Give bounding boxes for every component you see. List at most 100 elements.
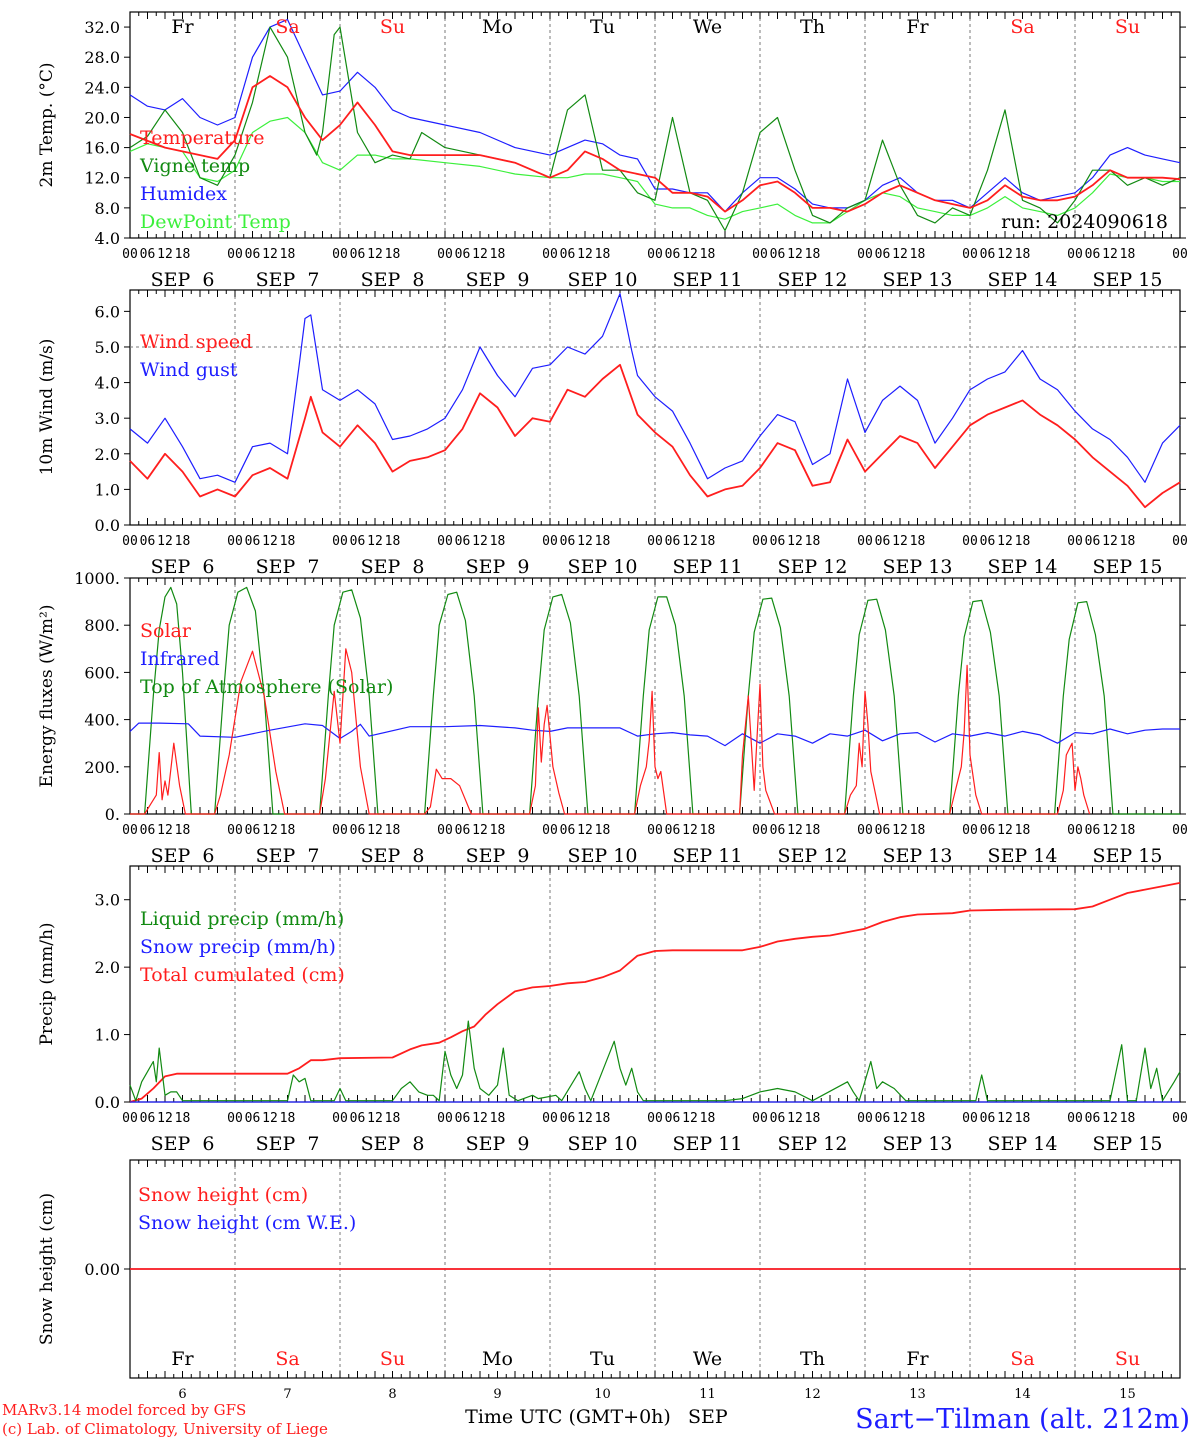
date-label: SEP 15 bbox=[1093, 269, 1163, 291]
hour-tick-label: 00 bbox=[542, 247, 558, 262]
hour-tick-label: 06 bbox=[560, 1111, 576, 1126]
hour-tick-label: 06 bbox=[140, 247, 156, 262]
date-label: SEP 13 bbox=[883, 1133, 953, 1155]
hour-tick-label: 06 bbox=[350, 247, 366, 262]
hour-tick-label: 18 bbox=[910, 534, 926, 549]
hour-tick-label: 18 bbox=[280, 1111, 296, 1126]
date-label: SEP 8 bbox=[361, 269, 425, 291]
hour-tick-label: 18 bbox=[910, 823, 926, 838]
date-label: SEP 14 bbox=[988, 845, 1058, 867]
hour-tick-label: 00 bbox=[752, 1111, 768, 1126]
hour-tick-label: 06 bbox=[245, 1111, 261, 1126]
hour-tick-label: 06 bbox=[875, 823, 891, 838]
hour-tick-label: 06 bbox=[140, 1111, 156, 1126]
legend-entry: Snow height (cm) bbox=[138, 1184, 308, 1206]
legend-entry: Snow height (cm W.E.) bbox=[138, 1212, 356, 1234]
hour-tick-label: 00 bbox=[647, 823, 663, 838]
hour-tick-label: 06 bbox=[350, 534, 366, 549]
hour-tick-label: 12 bbox=[682, 1111, 698, 1126]
y-axis-label: 2m Temp. (°C) bbox=[37, 62, 57, 187]
day-abbr: Su bbox=[1115, 16, 1140, 38]
hour-tick-label: 18 bbox=[700, 1111, 716, 1126]
y-axis-label: 10m Wind (m/s) bbox=[37, 339, 57, 476]
hour-tick-label: 00 bbox=[1067, 534, 1083, 549]
hour-tick-label: 00 bbox=[332, 823, 348, 838]
date-label: SEP 10 bbox=[568, 556, 638, 578]
date-label: SEP 12 bbox=[778, 1133, 848, 1155]
hour-tick-label: 06 bbox=[560, 534, 576, 549]
hour-tick-label: 18 bbox=[1015, 823, 1031, 838]
hour-tick-label: 06 bbox=[140, 534, 156, 549]
hour-tick-label: 00 bbox=[227, 823, 243, 838]
hour-tick-label: 06 bbox=[665, 823, 681, 838]
hour-tick-label: 06 bbox=[245, 534, 261, 549]
series-line-1 bbox=[129, 75, 1181, 213]
y-tick-label: 0.00 bbox=[84, 1260, 120, 1279]
date-label: SEP 12 bbox=[778, 269, 848, 291]
hour-tick-label: 00 bbox=[542, 823, 558, 838]
y-tick-label: 12.0 bbox=[84, 169, 120, 188]
hour-tick-label: 00 bbox=[1067, 1111, 1083, 1126]
series-line-3 bbox=[129, 882, 1181, 1103]
date-label: SEP 15 bbox=[1093, 845, 1163, 867]
hour-tick-label: 18 bbox=[385, 247, 401, 262]
day-number: 7 bbox=[283, 1387, 291, 1402]
hour-tick-label: 00 bbox=[857, 534, 873, 549]
hour-tick-label: 00 bbox=[437, 823, 453, 838]
y-tick-label: 4.0 bbox=[95, 229, 120, 248]
hour-tick-label: 00 bbox=[227, 534, 243, 549]
hour-tick-label: 00 bbox=[962, 534, 978, 549]
y-tick-label: 2.0 bbox=[95, 958, 120, 977]
hour-tick-label: 18 bbox=[700, 534, 716, 549]
hour-tick-label: 12 bbox=[157, 534, 173, 549]
y-tick-label: 3.0 bbox=[95, 891, 120, 910]
legend-entry: Humidex bbox=[140, 183, 227, 205]
hour-tick-label: 06 bbox=[1085, 534, 1101, 549]
date-label: SEP 8 bbox=[361, 1133, 425, 1155]
hour-tick-label: 06 bbox=[455, 823, 471, 838]
date-label: SEP 13 bbox=[883, 556, 953, 578]
hour-tick-label: 18 bbox=[805, 1111, 821, 1126]
hour-tick-label: 00 bbox=[122, 823, 138, 838]
hour-tick-label: 06 bbox=[980, 823, 996, 838]
date-label: SEP 6 bbox=[151, 269, 215, 291]
hour-tick-label: 12 bbox=[262, 534, 278, 549]
hour-tick-label: 18 bbox=[700, 823, 716, 838]
y-axis-label: Precip (mm/h) bbox=[37, 922, 57, 1045]
hour-tick-label: 00 bbox=[332, 534, 348, 549]
hour-tick-label: 18 bbox=[1120, 1111, 1136, 1126]
hour-tick-label: 18 bbox=[490, 823, 506, 838]
hour-tick-label: 06 bbox=[980, 247, 996, 262]
date-label: SEP 9 bbox=[466, 845, 530, 867]
hour-tick-label: 00 bbox=[1172, 823, 1188, 838]
y-tick-label: 0.0 bbox=[95, 1093, 120, 1112]
hour-tick-label: 18 bbox=[595, 247, 611, 262]
hour-tick-label: 06 bbox=[980, 1111, 996, 1126]
day-abbr: Th bbox=[800, 16, 825, 38]
hour-tick-label: 06 bbox=[770, 1111, 786, 1126]
day-abbr: Sa bbox=[1010, 1348, 1034, 1370]
x-axis-title: Time UTC (GMT+0h) bbox=[465, 1406, 671, 1428]
day-abbr: Fr bbox=[171, 16, 194, 38]
hour-tick-label: 12 bbox=[892, 534, 908, 549]
hour-tick-label: 18 bbox=[805, 534, 821, 549]
hour-tick-label: 12 bbox=[472, 247, 488, 262]
day-abbr: Sa bbox=[275, 1348, 299, 1370]
hour-tick-label: 12 bbox=[262, 247, 278, 262]
day-number: 10 bbox=[594, 1387, 611, 1402]
hour-tick-label: 00 bbox=[962, 823, 978, 838]
day-number: 6 bbox=[178, 1387, 186, 1402]
date-label: SEP 13 bbox=[883, 845, 953, 867]
y-tick-label: 1000. bbox=[74, 569, 120, 588]
day-number: 8 bbox=[388, 1387, 396, 1402]
date-label: SEP 11 bbox=[673, 269, 743, 291]
y-tick-label: 600. bbox=[84, 663, 120, 682]
hour-tick-label: 18 bbox=[595, 1111, 611, 1126]
hour-tick-label: 06 bbox=[875, 534, 891, 549]
hour-tick-label: 00 bbox=[647, 1111, 663, 1126]
hour-tick-label: 12 bbox=[157, 247, 173, 262]
hour-tick-label: 06 bbox=[875, 247, 891, 262]
hour-tick-label: 18 bbox=[280, 247, 296, 262]
day-abbr: Fr bbox=[171, 1348, 194, 1370]
hour-tick-label: 12 bbox=[367, 534, 383, 549]
